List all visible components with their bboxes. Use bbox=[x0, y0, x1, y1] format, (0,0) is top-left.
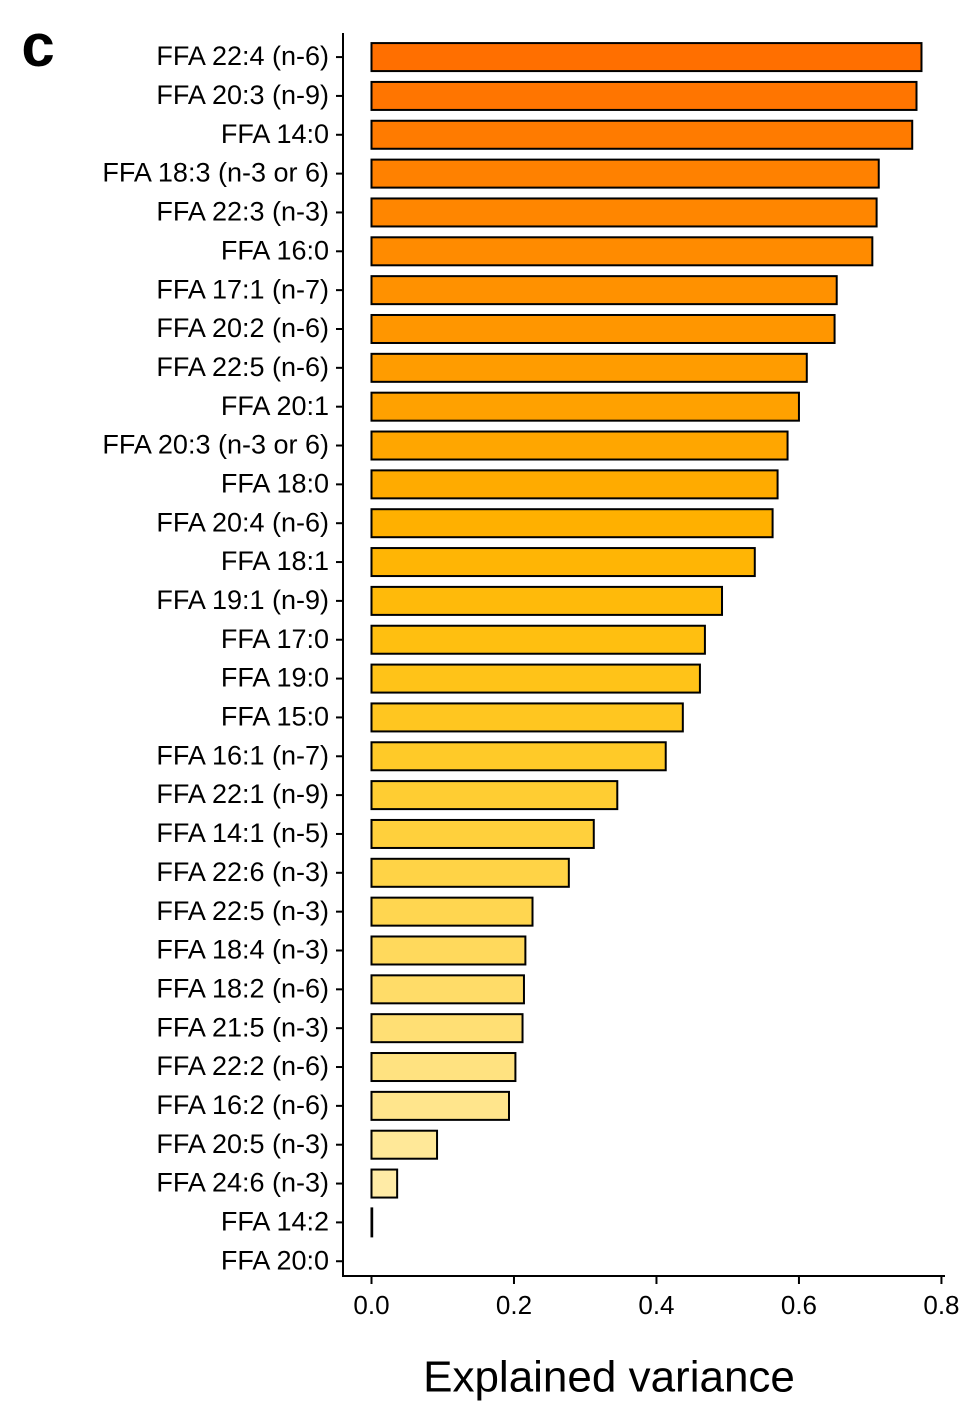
bar bbox=[370, 236, 874, 267]
y-tick-label: FFA 22:5 (n-6) bbox=[156, 352, 329, 382]
y-tick-label: FFA 22:5 (n-3) bbox=[156, 896, 329, 926]
bar bbox=[370, 741, 667, 772]
y-tick-label: FFA 22:2 (n-6) bbox=[156, 1051, 329, 1081]
bar bbox=[370, 119, 914, 150]
y-tick-label: FFA 17:1 (n-7) bbox=[156, 274, 329, 304]
bar bbox=[370, 80, 918, 111]
x-tick-label: 0.8 bbox=[923, 1290, 959, 1320]
y-tick-label: FFA 22:4 (n-6) bbox=[156, 41, 329, 71]
y-tick-label: FFA 18:1 bbox=[221, 546, 329, 576]
bar bbox=[370, 1090, 510, 1121]
y-tick-label: FFA 20:4 (n-6) bbox=[156, 507, 329, 537]
y-tick-label: FFA 17:0 bbox=[221, 624, 329, 654]
y-tick-label: FFA 21:5 (n-3) bbox=[156, 1012, 329, 1042]
y-tick-label: FFA 24:6 (n-3) bbox=[156, 1168, 329, 1198]
bar bbox=[370, 585, 724, 616]
bar bbox=[370, 42, 923, 73]
bar bbox=[370, 158, 880, 189]
bar bbox=[370, 663, 701, 694]
y-tick-label: FFA 19:1 (n-9) bbox=[156, 585, 329, 615]
x-axis-title: Explained variance bbox=[423, 1353, 795, 1402]
x-tick-label: 0.4 bbox=[638, 1290, 674, 1320]
bar bbox=[370, 1052, 517, 1083]
y-tick-label: FFA 14:1 (n-5) bbox=[156, 818, 329, 848]
bar bbox=[370, 818, 595, 849]
y-tick-label: FFA 20:3 (n-9) bbox=[156, 80, 329, 110]
y-tick-label: FFA 16:1 (n-7) bbox=[156, 740, 329, 770]
bar bbox=[370, 935, 527, 966]
y-tick-label: FFA 16:2 (n-6) bbox=[156, 1090, 329, 1120]
x-tick-label: 0.2 bbox=[496, 1290, 532, 1320]
y-tick-label: FFA 20:3 (n-3 or 6) bbox=[102, 430, 329, 460]
bar bbox=[370, 1207, 374, 1238]
y-tick-label: FFA 22:3 (n-3) bbox=[156, 197, 329, 227]
x-tick-label: 0.6 bbox=[781, 1290, 817, 1320]
y-tick-label: FFA 20:1 bbox=[221, 391, 329, 421]
bar bbox=[370, 896, 534, 927]
panel-label: c bbox=[21, 12, 54, 79]
bar bbox=[370, 780, 619, 811]
bar bbox=[370, 1129, 439, 1160]
bar bbox=[370, 430, 789, 461]
y-tick-label: FFA 14:0 bbox=[221, 119, 329, 149]
y-tick-label: FFA 18:0 bbox=[221, 468, 329, 498]
bar bbox=[370, 508, 774, 539]
bar bbox=[370, 275, 838, 306]
y-tick-label: FFA 18:2 (n-6) bbox=[156, 973, 329, 1003]
y-tick-label: FFA 18:4 (n-3) bbox=[156, 935, 329, 965]
bar bbox=[370, 391, 800, 422]
bar bbox=[370, 624, 706, 655]
y-tick-label: FFA 22:1 (n-9) bbox=[156, 779, 329, 809]
x-tick-label: 0.0 bbox=[353, 1290, 389, 1320]
bar bbox=[370, 469, 779, 500]
y-tick-label: FFA 15:0 bbox=[221, 702, 329, 732]
y-tick-label: FFA 20:0 bbox=[221, 1245, 329, 1275]
bar bbox=[370, 197, 878, 228]
y-tick-label: FFA 19:0 bbox=[221, 663, 329, 693]
y-tick-label: FFA 20:5 (n-3) bbox=[156, 1129, 329, 1159]
y-tick-label: FFA 20:2 (n-6) bbox=[156, 313, 329, 343]
y-tick-label: FFA 14:2 bbox=[221, 1207, 329, 1237]
y-tick-label: FFA 16:0 bbox=[221, 235, 329, 265]
y-tick-label: FFA 18:3 (n-3 or 6) bbox=[102, 158, 329, 188]
bar bbox=[370, 352, 808, 383]
bar bbox=[370, 857, 570, 888]
bar bbox=[370, 313, 836, 344]
y-tick-label: FFA 22:6 (n-3) bbox=[156, 857, 329, 887]
bar bbox=[370, 1168, 399, 1199]
bar bbox=[370, 702, 684, 733]
bar bbox=[370, 547, 756, 578]
bar bbox=[370, 1013, 524, 1044]
bar bbox=[370, 974, 525, 1005]
